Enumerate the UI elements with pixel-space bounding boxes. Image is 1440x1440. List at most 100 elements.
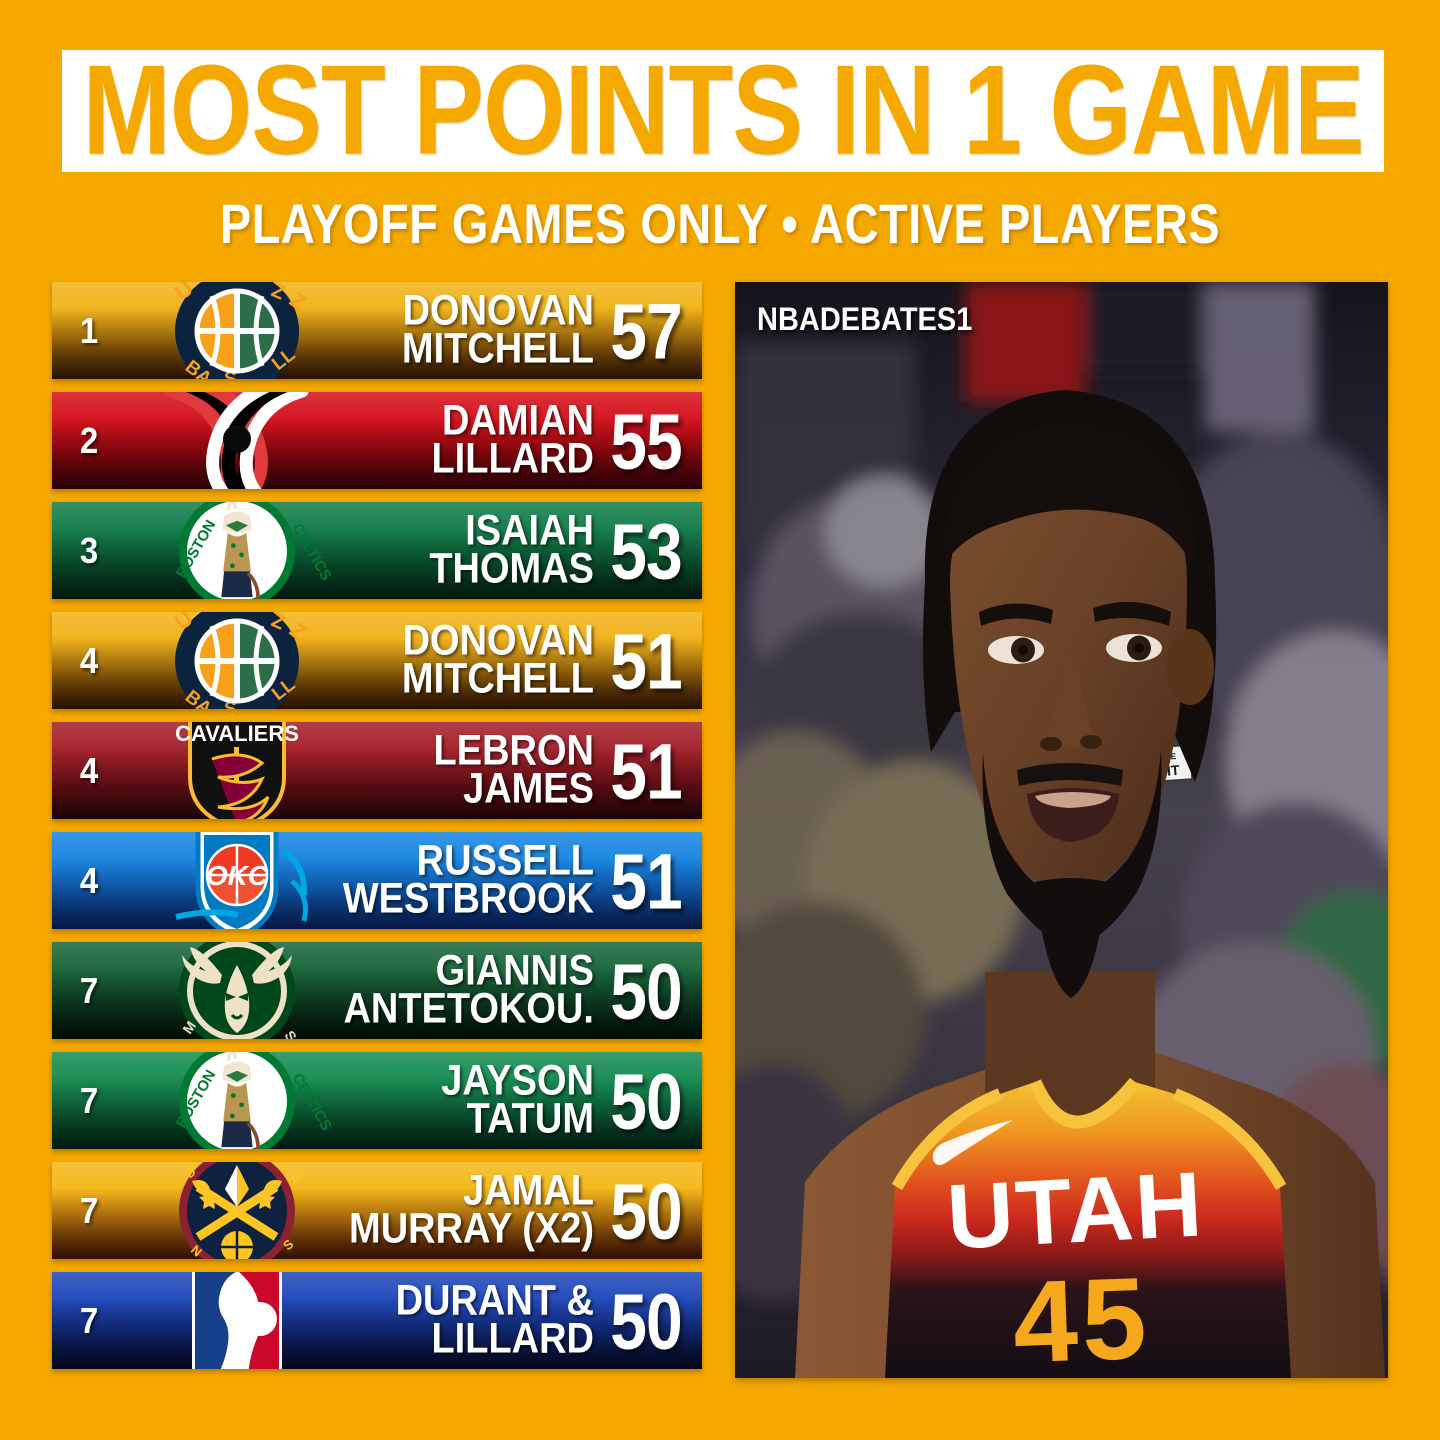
player-name-line1: GIANNIS: [435, 947, 594, 995]
svg-text:S: S: [224, 699, 237, 709]
row-shading: [52, 612, 702, 709]
row-background: [52, 502, 702, 599]
team-logo-icon: BOSTON CELTICS: [142, 1052, 332, 1149]
score-value: 55: [610, 396, 682, 485]
svg-text:S: S: [282, 1028, 300, 1039]
score-value: 51: [610, 836, 682, 925]
score-value: 50: [610, 946, 682, 1035]
team-logo-icon: BOSTON CELTICS: [142, 502, 332, 599]
player-name: RUSSELL WESTBROOK: [343, 832, 594, 929]
team-logo-icon: [142, 1272, 332, 1369]
row-shading: [52, 1162, 702, 1259]
team-logo-icon: [142, 392, 332, 489]
player-name-line2: MURRAY (X2): [349, 1205, 594, 1253]
ranking-row: 7 M S GIANNIS ANTETOKOU. 50: [52, 942, 702, 1039]
row-background: [52, 1052, 702, 1149]
score-value: 51: [610, 726, 682, 815]
ranking-row: 4 CAVALIERS LEBRON JAMES 51: [52, 722, 702, 819]
player-photo: 5 FOR THE FIGHT UTAH 45: [735, 282, 1388, 1378]
player-name-line1: DURANT &: [395, 1277, 594, 1325]
ranking-row: 7 BOSTON CELTICS JAYS: [52, 1052, 702, 1149]
row-background: [52, 832, 702, 929]
player-name: DURANT & LILLARD: [396, 1272, 594, 1369]
svg-text:CELTICS: CELTICS: [289, 1071, 332, 1134]
photo-illustration: 5 FOR THE FIGHT UTAH 45: [735, 282, 1388, 1378]
ranking-row: 4 OKC RUSSELL WESTBROOK 51: [52, 832, 702, 929]
title-banner: MOST POINTS IN 1 GAME: [62, 50, 1384, 172]
player-name-line2: LILLARD: [431, 435, 594, 483]
ranking-row: 7 D R N S JAMAL MURRAY (X2) 50: [52, 1162, 702, 1259]
svg-text:CAVALIERS: CAVALIERS: [175, 722, 299, 746]
team-logo-icon: M S: [142, 942, 332, 1039]
svg-text:S: S: [280, 1236, 297, 1253]
player-name-line2: MITCHELL: [401, 325, 594, 373]
player-name-line2: THOMAS: [429, 545, 594, 593]
row-background: [52, 722, 702, 819]
player-name-line1: DONOVAN: [402, 287, 594, 335]
player-name-line2: ANTETOKOU.: [343, 985, 594, 1033]
svg-text:CELTICS: CELTICS: [289, 521, 332, 584]
svg-text:OKC: OKC: [206, 860, 269, 891]
rank-number: 7: [79, 1299, 99, 1341]
svg-text:S: S: [224, 369, 237, 379]
player-name: GIANNIS ANTETOKOU.: [343, 942, 594, 1039]
rank-number: 4: [79, 639, 99, 681]
svg-text:UTAH: UTAH: [945, 1153, 1207, 1268]
score-value: 50: [610, 1276, 682, 1365]
player-name-line1: JAMAL: [463, 1167, 594, 1215]
rank-number: 3: [79, 529, 99, 571]
row-background: [52, 1272, 702, 1369]
team-logo-icon: U Z Z BA S LL: [142, 612, 332, 709]
player-name-line1: JAYSON: [441, 1057, 594, 1105]
row-background: [52, 942, 702, 1039]
player-name: DONOVAN MITCHELL: [402, 612, 594, 709]
player-name-line1: LEBRON: [433, 727, 594, 775]
rank-number: 2: [79, 419, 99, 461]
player-name-line1: DAMIAN: [442, 397, 594, 445]
row-shading: [52, 392, 702, 489]
player-name-line1: RUSSELL: [416, 837, 594, 885]
score-value: 57: [610, 286, 682, 375]
page-title: MOST POINTS IN 1 GAME: [82, 50, 1364, 172]
score-value: 50: [610, 1166, 682, 1255]
player-name-line2: TATUM: [466, 1095, 594, 1143]
player-name: JAMAL MURRAY (X2): [349, 1162, 594, 1259]
row-shading: [52, 722, 702, 819]
svg-text:45: 45: [1011, 1253, 1152, 1378]
row-shading: [52, 1272, 702, 1369]
row-shading: [52, 942, 702, 1039]
player-name-line2: JAMES: [463, 765, 594, 813]
player-name: DAMIAN LILLARD: [431, 392, 594, 489]
team-logo-icon: U Z Z BA S LL: [142, 282, 332, 379]
player-name-line2: WESTBROOK: [342, 875, 594, 923]
rank-number: 4: [79, 859, 99, 901]
team-logo-icon: D R N S: [142, 1162, 332, 1259]
player-name-line1: ISAIAH: [465, 507, 594, 555]
player-name: DONOVAN MITCHELL: [402, 282, 594, 379]
player-name: ISAIAH THOMAS: [429, 502, 594, 599]
player-name: JAYSON TATUM: [441, 1052, 594, 1149]
watermark-label: NBADEBATES1: [757, 302, 973, 338]
row-background: [52, 612, 702, 709]
rank-number: 7: [79, 1189, 99, 1231]
score-value: 53: [610, 506, 682, 595]
page-subtitle: PLAYOFF GAMES ONLY • ACTIVE PLAYERS: [219, 192, 1221, 255]
row-background: [52, 282, 702, 379]
row-background: [52, 1162, 702, 1259]
ranking-row: 2 DAMIAN LILLARD 55: [52, 392, 702, 489]
row-shading: [52, 502, 702, 599]
rank-number: 7: [79, 1079, 99, 1121]
player-name-line2: MITCHELL: [401, 655, 594, 703]
player-name-line1: DONOVAN: [402, 617, 594, 665]
player-name: LEBRON JAMES: [434, 722, 594, 819]
team-logo-icon: OKC: [142, 832, 332, 929]
row-shading: [52, 1052, 702, 1149]
row-background: [52, 392, 702, 489]
score-value: 51: [610, 616, 682, 705]
ranking-row: 3 BOSTON CELTICS ISAI: [52, 502, 702, 599]
rank-number: 7: [79, 969, 99, 1011]
row-shading: [52, 832, 702, 929]
